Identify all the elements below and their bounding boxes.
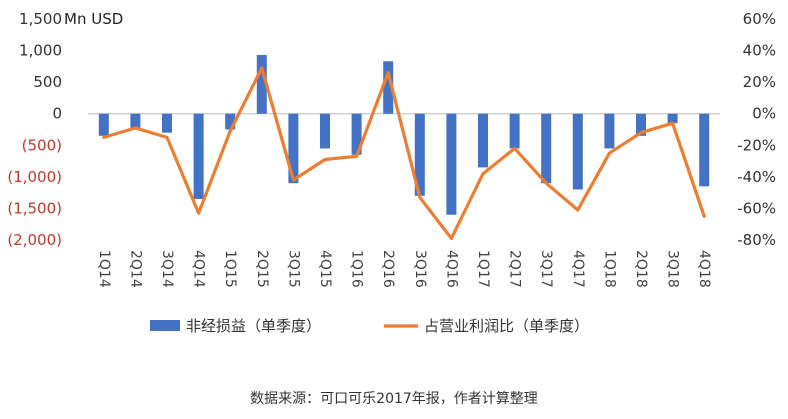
line-series [102,66,706,241]
right-tick-label: 0% [752,105,776,123]
legend-bar-swatch [150,320,180,331]
x-tick-label: 2Q16 [380,250,396,288]
bar-series [98,54,710,215]
left-tick-label: 500 [33,73,62,91]
left-tick-label: (2,000) [7,231,62,249]
bar [98,113,109,136]
bar [478,113,488,168]
legend-line-label: 占营业利润比（单季度） [424,317,589,335]
source-caption: 数据来源：可口可乐2017年报，作者计算整理 [250,391,538,407]
bar [572,113,583,190]
left-tick-label: (500) [22,136,62,154]
x-tick-label: 4Q14 [191,250,207,288]
right-tick-label: 60% [743,10,776,28]
right-axis: 60% 40% 20% 0% -20% -40% -60% -80% [737,10,776,249]
bar [225,113,236,130]
right-tick-label: -60% [737,199,776,217]
x-tick-label: 4Q15 [317,250,333,288]
bar [193,113,204,199]
x-tick-label: 4Q16 [443,250,459,288]
bar [667,113,678,124]
x-tick-label: 2Q17 [507,250,523,288]
bar [446,113,457,215]
bar [414,113,425,196]
x-tick-label: 3Q14 [159,250,175,288]
left-axis: 1,500 1,000 500 0 (500) (1,000) (1,500) (2,000) [7,10,62,249]
bar [636,113,646,136]
x-tick-label: 1Q18 [601,250,617,288]
left-tick-label: (1,500) [7,199,62,217]
x-tick-label: 1Q17 [475,250,491,288]
right-tick-label: -40% [737,168,776,186]
x-tick-label: 1Q15 [222,250,238,288]
bar [509,113,520,149]
bar [130,113,141,130]
x-tick-label: 1Q16 [349,250,365,288]
left-tick-label: (1,000) [7,168,62,186]
bar [383,61,394,114]
right-tick-label: 20% [743,73,776,91]
legend-bar-label: 非经损益（单季度） [186,317,321,335]
legend: 非经损益（单季度） 占营业利润比（单季度） [150,317,589,335]
right-tick-label: -20% [737,136,776,154]
unit-label: Mn USD [64,10,123,28]
chart: 1,500 1,000 500 0 (500) (1,000) (1,500) (2,000)… [7,10,776,335]
x-tick-label: 3Q16 [412,250,428,288]
x-axis: 1Q14 2Q14 3Q14 4Q14 1Q15 2Q15 3Q15 4Q15 1Q16 2Q16… [96,250,712,288]
x-tick-label: 3Q18 [665,250,681,288]
x-tick-label: 2Q15 [254,250,270,288]
bar [351,113,362,155]
left-tick-label: 1,000 [19,42,62,60]
bar [541,113,552,184]
right-tick-label: 40% [743,42,776,60]
right-tick-label: -80% [737,231,776,249]
bar [162,113,172,133]
bar [256,54,267,114]
x-tick-label: 3Q17 [538,250,554,288]
x-tick-label: 4Q17 [570,250,586,288]
x-tick-label: 4Q18 [696,250,712,288]
bar [604,113,615,149]
bar [699,113,710,187]
bar [320,113,330,149]
left-tick-label: 0 [52,105,62,123]
left-tick-label: 1,500 [19,10,62,28]
x-tick-label: 3Q15 [285,250,301,288]
bar [288,113,299,184]
x-tick-label: 1Q14 [96,250,112,288]
x-tick-label: 2Q14 [127,250,143,288]
x-tick-label: 2Q18 [633,250,649,288]
